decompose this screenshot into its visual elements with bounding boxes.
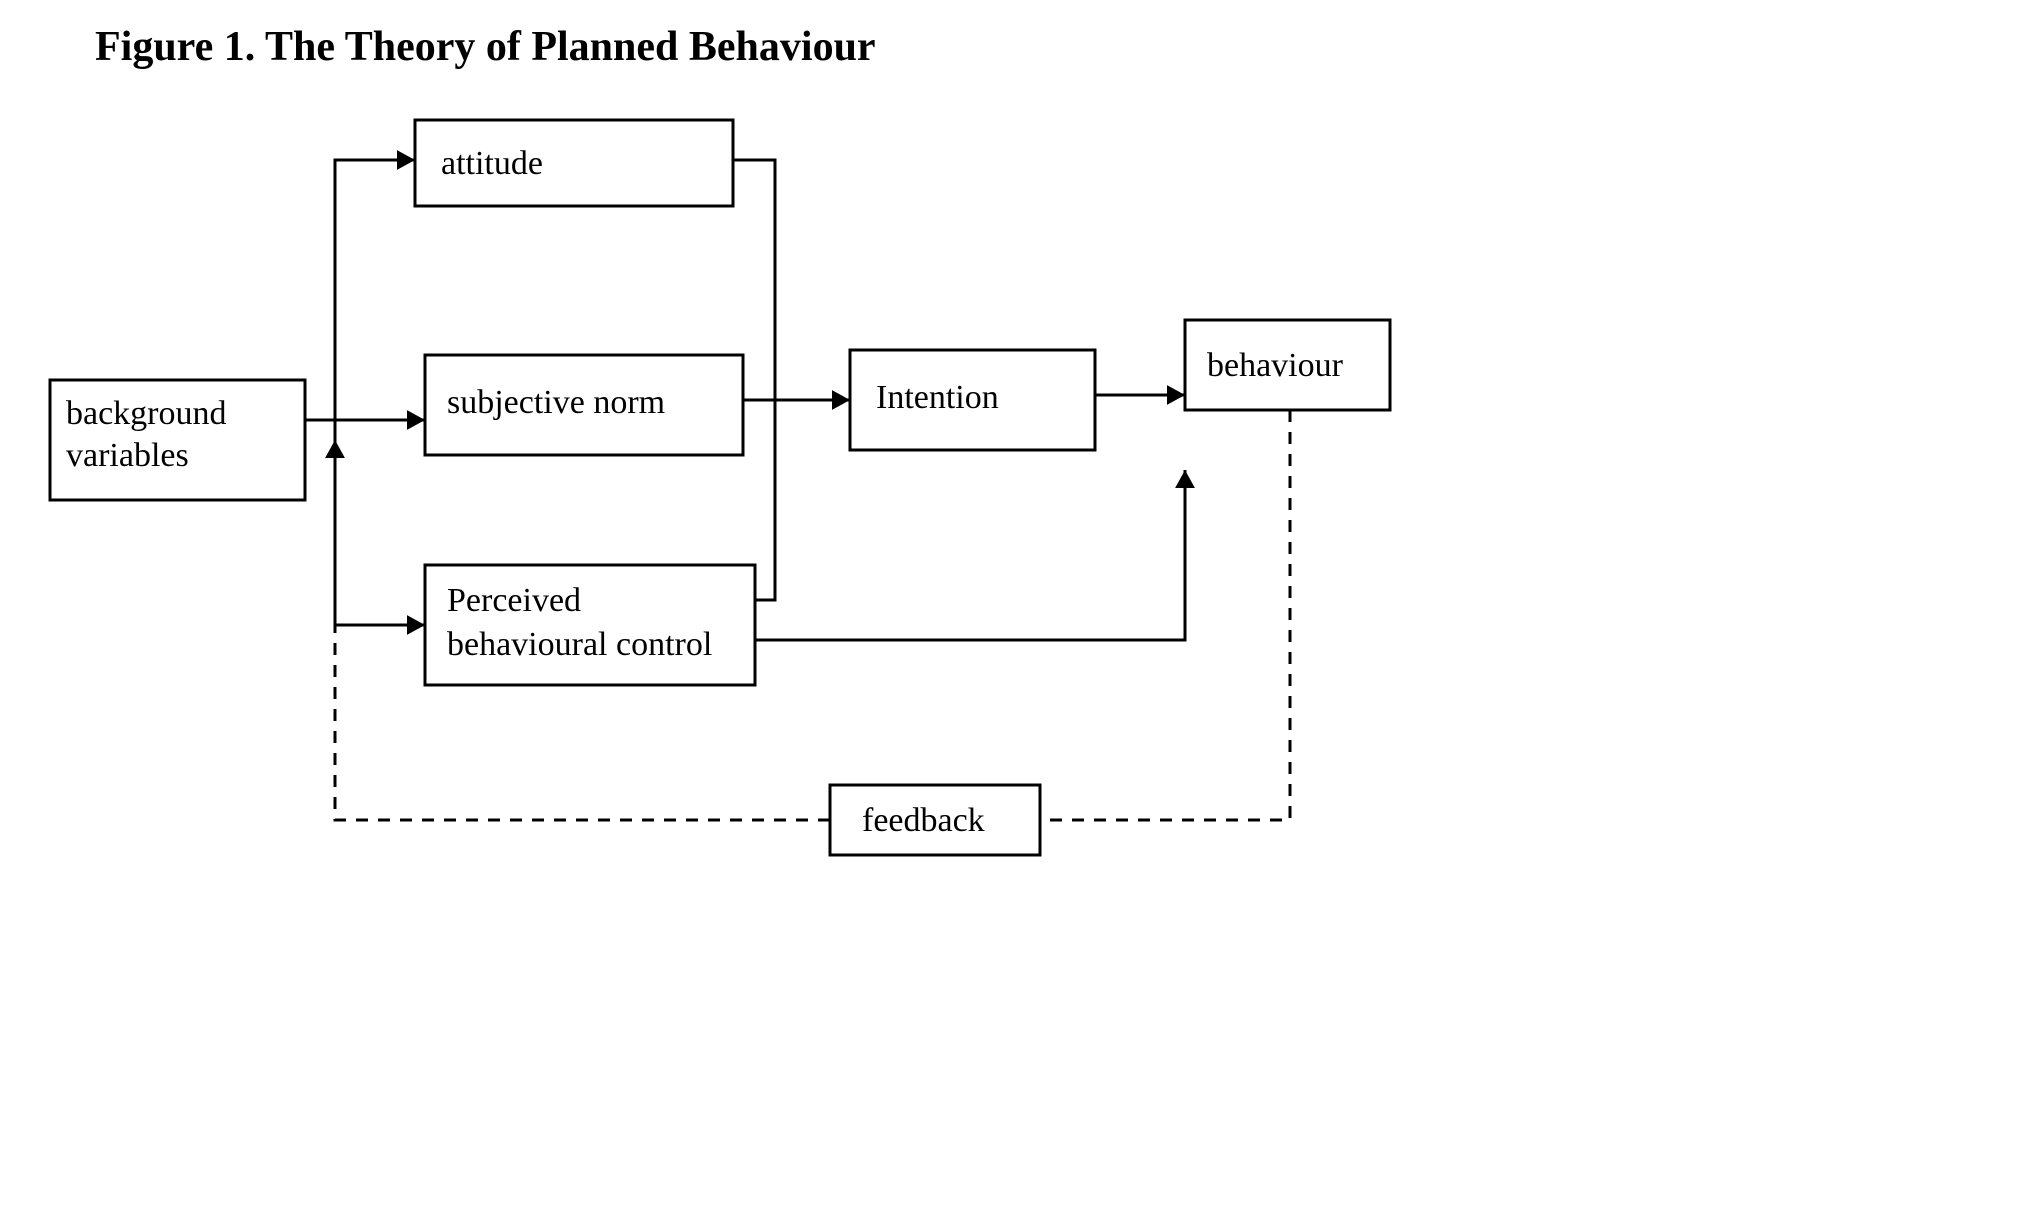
edge-intention-to-behaviour xyxy=(1095,385,1185,405)
node-pbc: Perceived behavioural control xyxy=(425,565,755,685)
node-attitude-label: attitude xyxy=(441,145,543,182)
edge-join-to-intention xyxy=(775,390,850,410)
node-background: background variables xyxy=(50,380,305,500)
node-intention-label: Intention xyxy=(876,379,999,416)
node-behaviour-label: behaviour xyxy=(1207,347,1344,384)
edge-pbc-to-behaviour xyxy=(755,470,1195,640)
node-subjnorm: subjective norm xyxy=(425,355,743,455)
node-pbc-label: behavioural control xyxy=(447,626,712,663)
node-pbc-label: Perceived xyxy=(447,582,581,619)
figure-title: Figure 1. The Theory of Planned Behaviou… xyxy=(95,24,876,70)
node-intention: Intention xyxy=(850,350,1095,450)
node-subjnorm-label: subjective norm xyxy=(447,384,665,421)
edge-bg-to-pbc xyxy=(305,420,425,635)
edges-layer xyxy=(305,150,1290,820)
node-feedback-label: feedback xyxy=(862,802,985,839)
node-attitude: attitude xyxy=(415,120,733,206)
node-behaviour: behaviour xyxy=(1185,320,1390,410)
node-background-label: variables xyxy=(66,437,189,474)
edge-bg-to-attitude xyxy=(305,150,415,420)
edge-pbc-to-intention-join xyxy=(755,400,775,600)
node-background-label: background xyxy=(66,395,227,432)
node-feedback: feedback xyxy=(830,785,1040,855)
tpb-diagram: Figure 1. The Theory of Planned Behaviou… xyxy=(0,0,2037,1205)
edge-behaviour-to-feedback-right xyxy=(1040,410,1290,820)
